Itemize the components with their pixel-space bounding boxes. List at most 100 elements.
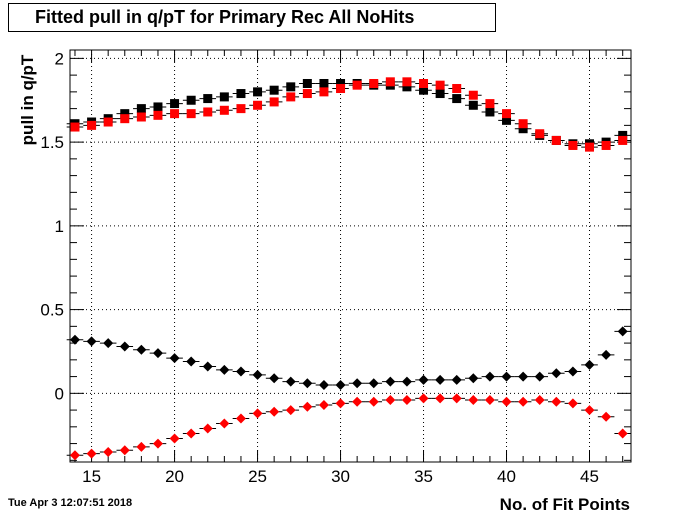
tick-labels: 15 20 25 30 35 40 45 0 0.5 1 1.5 2 <box>40 49 599 486</box>
chart-title: Fitted pull in q/pT for Primary Rec All … <box>8 3 496 32</box>
data-markers <box>66 77 631 461</box>
data-point-diamond <box>318 379 329 390</box>
data-point-diamond <box>385 395 396 406</box>
data-point-square <box>153 102 163 112</box>
data-point-diamond <box>285 405 296 416</box>
data-point-square <box>369 78 379 88</box>
data-point-square <box>551 135 561 145</box>
data-point-square <box>170 109 180 119</box>
data-point-square <box>120 114 130 124</box>
data-point-square <box>452 94 462 104</box>
data-point-square <box>170 99 180 109</box>
data-point-square <box>485 107 495 117</box>
data-point-diamond <box>269 406 280 417</box>
data-point-square <box>419 85 429 95</box>
x-tick-label: 40 <box>497 467 516 486</box>
data-point-square <box>352 80 362 90</box>
data-point-diamond <box>484 395 495 406</box>
data-point-diamond <box>136 344 147 355</box>
data-point-square <box>319 87 329 97</box>
data-point-diamond <box>269 373 280 384</box>
data-point-square <box>319 78 329 88</box>
data-point-diamond <box>103 338 114 349</box>
data-point-square <box>269 97 279 107</box>
x-tick-label: 15 <box>82 467 101 486</box>
y-tick-label: 0 <box>55 384 64 403</box>
data-point-square <box>286 92 296 102</box>
data-point-diamond <box>219 418 230 429</box>
data-point-diamond <box>318 400 329 411</box>
data-point-square <box>518 124 528 134</box>
y-axis-title: pull in q/pT <box>18 54 37 145</box>
data-point-diamond <box>169 433 180 444</box>
data-point-square <box>70 122 80 132</box>
data-point-square <box>87 120 97 130</box>
data-point-square <box>136 104 146 114</box>
data-point-diamond <box>368 396 379 407</box>
data-point-diamond <box>186 428 197 439</box>
x-tick-label: 25 <box>248 467 267 486</box>
data-point-diamond <box>152 348 163 359</box>
data-point-square <box>186 109 196 119</box>
data-point-square <box>468 90 478 100</box>
data-point-square <box>535 129 545 139</box>
data-point-square <box>153 110 163 120</box>
data-point-diamond <box>435 374 446 385</box>
data-point-diamond <box>368 378 379 389</box>
data-point-square <box>203 94 213 104</box>
data-point-square <box>236 104 246 114</box>
data-point-diamond <box>468 395 479 406</box>
data-point-diamond <box>186 356 197 367</box>
data-point-diamond <box>302 378 313 389</box>
x-axis-title: No. of Fit Points <box>500 495 630 514</box>
data-point-diamond <box>518 396 529 407</box>
data-point-square <box>402 77 412 87</box>
data-point-square <box>452 84 462 94</box>
data-point-diamond <box>103 446 114 457</box>
data-point-diamond <box>518 371 529 382</box>
data-point-diamond <box>567 398 578 409</box>
data-point-diamond <box>401 395 412 406</box>
data-point-diamond <box>69 334 80 345</box>
data-point-square <box>219 92 229 102</box>
data-point-diamond <box>617 326 628 337</box>
data-point-square <box>286 82 296 92</box>
data-point-diamond <box>352 396 363 407</box>
data-point-square <box>253 100 263 110</box>
data-point-diamond <box>551 396 562 407</box>
data-point-square <box>618 135 628 145</box>
data-point-square <box>269 85 279 95</box>
data-point-diamond <box>435 393 446 404</box>
data-point-square <box>236 89 246 99</box>
data-point-diamond <box>501 371 512 382</box>
data-point-diamond <box>567 366 578 377</box>
data-point-square <box>253 87 263 97</box>
data-point-square <box>219 105 229 115</box>
data-point-diamond <box>418 393 429 404</box>
data-point-square <box>435 80 445 90</box>
data-point-diamond <box>534 371 545 382</box>
data-point-diamond <box>484 371 495 382</box>
data-point-diamond <box>601 349 612 360</box>
data-point-square <box>485 99 495 109</box>
data-point-square <box>419 78 429 88</box>
data-point-diamond <box>252 369 263 380</box>
data-point-diamond <box>285 376 296 387</box>
x-tick-label: 20 <box>165 467 184 486</box>
data-point-square <box>518 119 528 129</box>
x-tick-label: 30 <box>331 467 350 486</box>
data-point-square <box>502 109 512 119</box>
data-point-diamond <box>202 361 213 372</box>
data-point-diamond <box>468 373 479 384</box>
data-point-diamond <box>86 336 97 347</box>
data-point-diamond <box>352 378 363 389</box>
data-point-square <box>186 95 196 105</box>
data-point-diamond <box>86 448 97 459</box>
data-point-diamond <box>501 396 512 407</box>
data-point-diamond <box>451 374 462 385</box>
data-point-square <box>385 77 395 87</box>
data-point-diamond <box>119 445 130 456</box>
data-point-square <box>402 82 412 92</box>
data-point-diamond <box>601 411 612 422</box>
data-point-diamond <box>136 441 147 452</box>
